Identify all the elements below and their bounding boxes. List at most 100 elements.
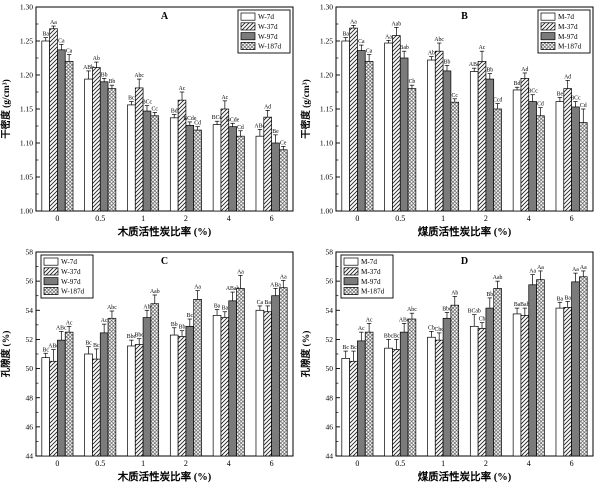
legend-label: W-37d [258, 23, 278, 31]
panel-d: 44 46 48 50 52 54 56 58 0 0.5 1 2 4 6 Bc Bbc Cb BCab Ba Ba B… [300, 245, 600, 490]
sig-label: Aa [572, 267, 579, 273]
panel-a: 1.00 1.05 1.10 1.15 1.20 1.25 1.30 0 0.5 1 2 4 6 Ba AB… [0, 0, 300, 245]
y-tick-label: 1.20 [320, 71, 333, 80]
bar [134, 87, 144, 212]
sig-label: BCde [183, 116, 197, 122]
bar [407, 318, 417, 457]
sig-label: Be [272, 129, 279, 135]
legend-swatch [43, 287, 59, 295]
bar [536, 115, 545, 212]
sig-label: Bb [171, 322, 178, 328]
sig-label: Bbc [135, 333, 145, 339]
bar [255, 309, 265, 457]
sig-label: Bbc [442, 306, 452, 312]
sig-label: Aa [237, 269, 244, 275]
bar [384, 347, 393, 457]
legend-swatch [540, 12, 556, 21]
sig-label: Ce [280, 140, 287, 146]
legend-swatch [240, 32, 256, 41]
y-tick-label: 1.30 [320, 3, 333, 12]
y-tick-label: 54 [26, 306, 34, 315]
sig-label: Ca [366, 49, 373, 55]
sig-label: Cc [452, 93, 459, 99]
bar [228, 126, 237, 212]
legend-swatch [240, 12, 256, 21]
sig-label: Ab [143, 304, 150, 310]
bar [563, 307, 572, 457]
y-tick-label: 54 [326, 306, 334, 315]
bar [477, 61, 487, 212]
y-tick-label: 1.05 [320, 173, 333, 182]
bar [64, 331, 74, 457]
x-tick-label: 6 [270, 459, 274, 468]
legend-label: M-187d [558, 43, 582, 51]
sig-label: Bc [350, 345, 357, 351]
panel-letter: B [461, 11, 468, 22]
bar [41, 357, 50, 457]
y-axis-label: 孔隙度 (%) [300, 331, 312, 378]
y-tick-label: 1.25 [320, 37, 333, 46]
bar [407, 88, 417, 212]
bar [84, 353, 93, 457]
sig-label: Bb [101, 72, 108, 78]
x-axis-label: 煤质活性炭比率 (%) [418, 470, 512, 483]
y-tick-label: 58 [326, 248, 334, 257]
sig-label: Bab [399, 45, 408, 51]
sig-label: Cd [194, 121, 201, 127]
sig-label: Aa [537, 265, 544, 271]
legend-label: W-37d [61, 268, 81, 276]
bar [107, 317, 117, 457]
sig-label: Abc [434, 37, 444, 43]
bar [341, 40, 350, 212]
sig-label: Ba [222, 306, 229, 312]
legend-label: W-97d [258, 33, 278, 41]
sig-label: Bbc [384, 333, 394, 339]
bar [442, 70, 452, 212]
sig-label: Bc [128, 96, 135, 102]
sig-label: Aa [280, 274, 287, 280]
bar [427, 59, 436, 212]
x-tick-label: 4 [227, 459, 231, 468]
bar [434, 50, 444, 212]
bar [520, 315, 530, 457]
bar [64, 61, 74, 212]
sig-label: BCde [226, 117, 240, 123]
sig-label: Aa [350, 19, 357, 25]
sig-label: Ba [214, 304, 221, 310]
y-tick-label: 52 [326, 335, 334, 344]
sig-label: Ba [514, 302, 521, 308]
sig-label: Cb [428, 325, 435, 331]
sig-label: BCd [212, 115, 223, 121]
sig-label: Ba [557, 296, 564, 302]
y-tick-label: 58 [26, 248, 34, 257]
sig-label: ABc [56, 325, 67, 331]
bar [485, 307, 495, 457]
bar [99, 81, 109, 212]
bar [579, 122, 588, 212]
bar [92, 67, 101, 212]
y-axis-label: 干密度 (g/cm³) [300, 79, 312, 139]
bar [357, 50, 366, 212]
bar [364, 331, 374, 457]
sig-label: Cb [479, 317, 486, 323]
bar [392, 35, 401, 212]
bar [357, 340, 366, 457]
sig-label: Ac [66, 320, 73, 326]
y-tick-label: 1.10 [320, 139, 333, 148]
legend-label: W-7d [61, 258, 77, 266]
legend-swatch [43, 257, 59, 266]
x-tick-label: 2 [184, 459, 188, 468]
sig-label: Aa [529, 269, 536, 275]
legend-swatch [343, 277, 359, 286]
x-tick-label: 0 [55, 214, 59, 223]
x-axis-label: 煤质活性炭比率 (%) [418, 225, 512, 238]
x-tick-label: 0.5 [395, 459, 405, 468]
sig-label: Ac [221, 95, 228, 101]
x-tick-label: 1 [441, 459, 445, 468]
sig-label: BCab [468, 309, 481, 315]
sig-label: Ac [179, 86, 186, 92]
bar [263, 311, 272, 457]
sig-label: Bb [486, 68, 493, 74]
sig-label: Aab [150, 289, 160, 295]
